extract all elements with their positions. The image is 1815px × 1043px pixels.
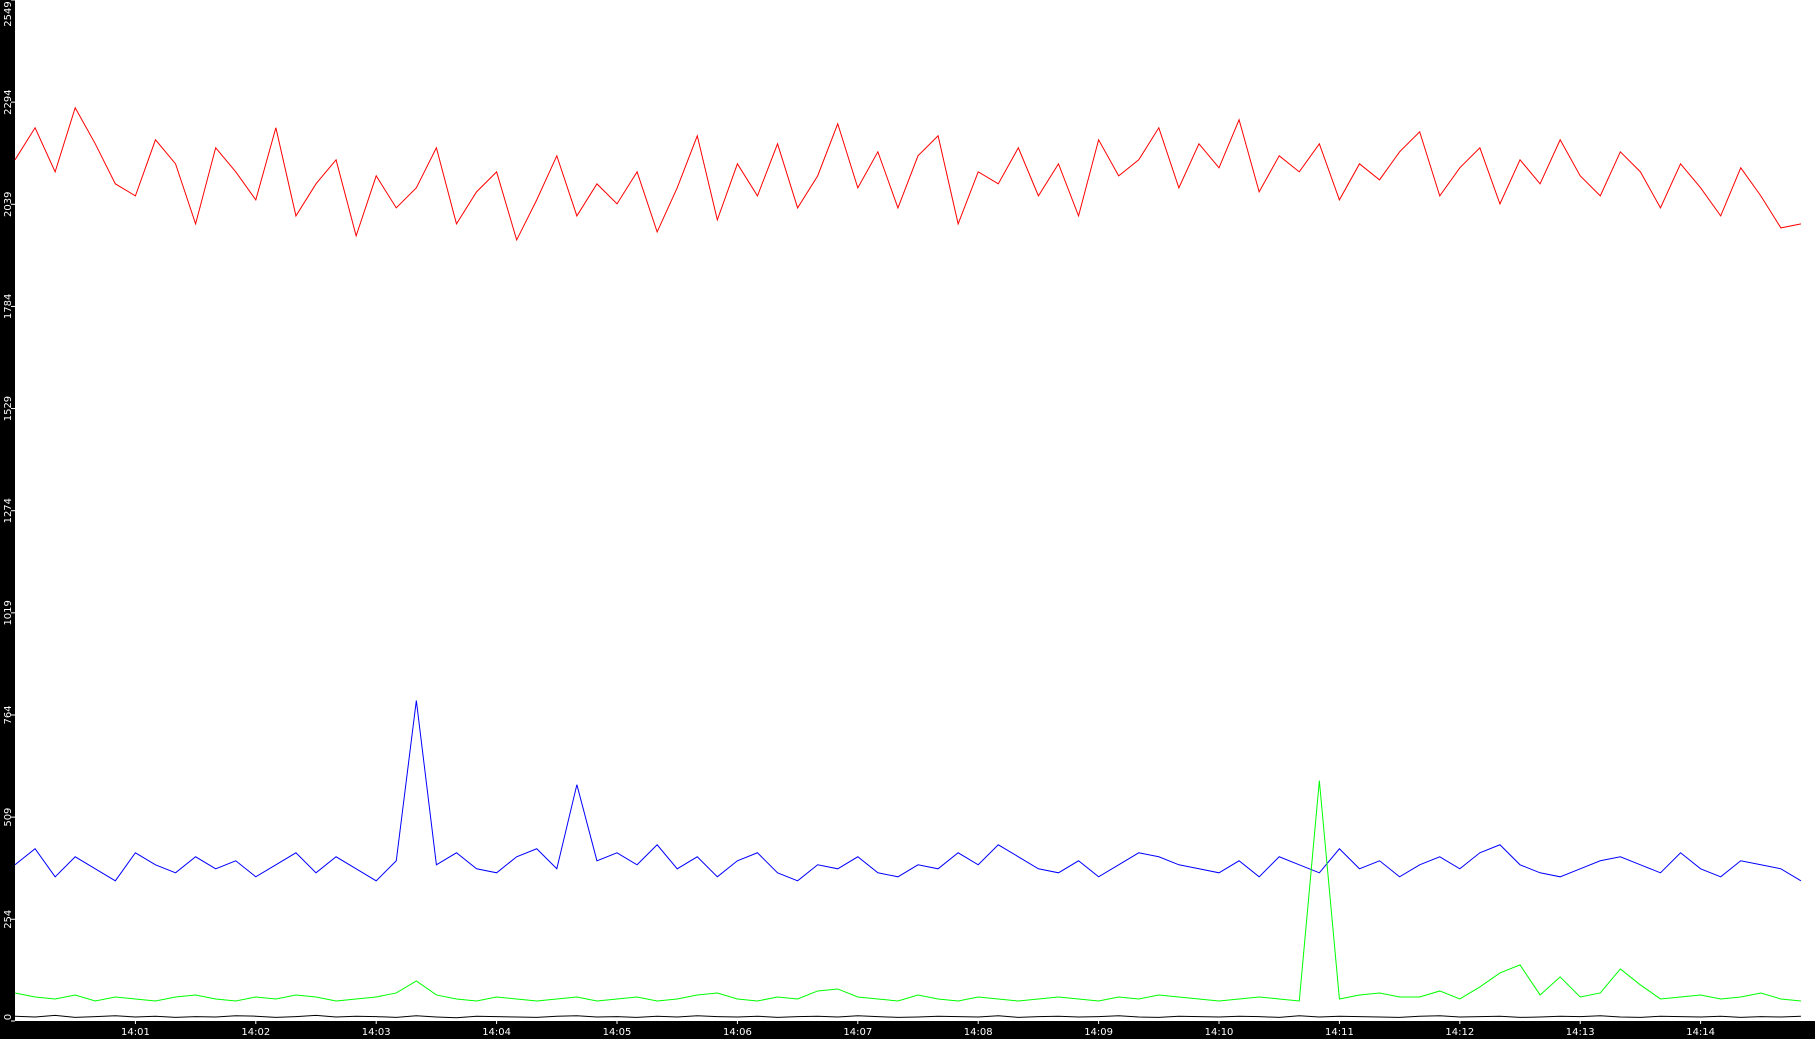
y-tick-label: 1529 [3, 396, 14, 421]
x-tick-label: 14:14 [1686, 1027, 1715, 1038]
x-tick-label: 14:05 [603, 1027, 632, 1038]
x-tick-label: 14:13 [1566, 1027, 1595, 1038]
series-line [14, 106, 1802, 242]
y-axis-strip [0, 0, 15, 1039]
y-tick-label: 509 [3, 808, 14, 827]
x-tick-label: 14:09 [1084, 1027, 1113, 1038]
y-tick-label: 2549 [3, 1, 14, 26]
series-line [14, 780, 1801, 1002]
x-tick-label: 14:07 [843, 1027, 872, 1038]
x-tick-label: 14:03 [362, 1027, 391, 1038]
y-tick-label: 764 [3, 705, 14, 724]
y-tick-label: 1274 [3, 498, 14, 523]
x-tick-label: 14:02 [241, 1027, 270, 1038]
x-tick-label: 14:01 [121, 1027, 150, 1038]
x-tick-label: 14:12 [1445, 1027, 1474, 1038]
x-tick-label: 14:06 [723, 1027, 752, 1038]
series-line [14, 700, 1802, 882]
x-tick-label: 14:04 [482, 1027, 511, 1038]
y-tick-label: 1784 [3, 294, 14, 319]
series-line [14, 1014, 1801, 1019]
y-tick-label: 1019 [3, 600, 14, 625]
y-tick-label: 2039 [3, 192, 14, 217]
y-tick-label: 254 [3, 910, 14, 929]
x-tick-label: 14:08 [964, 1027, 993, 1038]
y-tick-label: 0 [3, 1014, 14, 1020]
x-tick-label: 14:10 [1205, 1027, 1234, 1038]
x-axis-strip [0, 1021, 1815, 1039]
y-tick-label: 2294 [3, 89, 14, 114]
x-tick-label: 14:11 [1325, 1027, 1354, 1038]
